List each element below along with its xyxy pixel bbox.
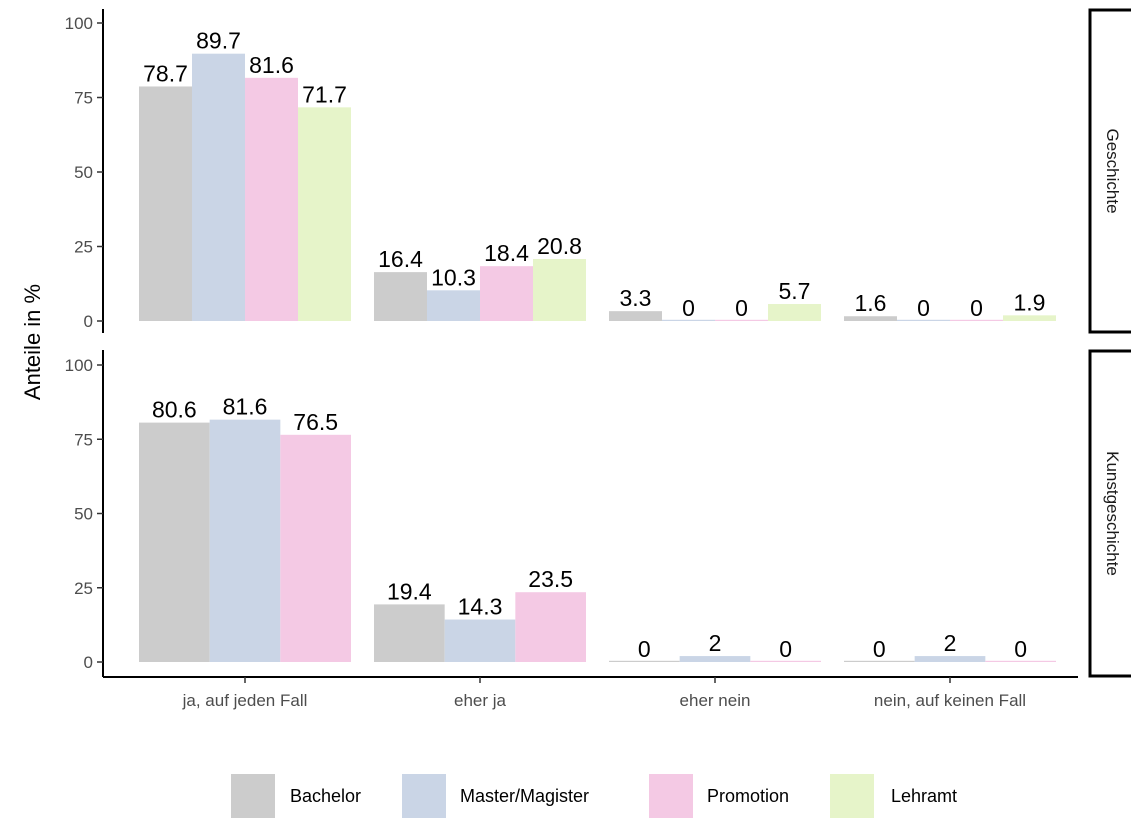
data-label: 2 — [944, 630, 957, 656]
data-label: 23.5 — [528, 566, 573, 592]
y-tick-label: 0 — [84, 653, 93, 672]
bar-master-magister — [210, 420, 281, 662]
facet-label: Kunstgeschichte — [1103, 451, 1122, 576]
data-label: 0 — [682, 295, 695, 321]
data-label: 81.6 — [249, 52, 294, 78]
legend-key — [830, 774, 874, 818]
x-tick-label: eher ja — [454, 691, 507, 710]
data-label: 10.3 — [431, 264, 476, 290]
facet-panels: 0 25 50 75 100 78.7 16.4 3.3 1.6 89.7 10.3 0 0 81.6 18… — [65, 9, 1131, 677]
data-label: 1.6 — [855, 290, 887, 316]
data-label: 3.3 — [620, 285, 652, 311]
y-tick-label: 0 — [84, 312, 93, 331]
legend-item-lehramt: Lehramt — [830, 774, 957, 818]
x-tick-label: eher nein — [680, 691, 751, 710]
bar-bachelor — [374, 604, 445, 662]
data-label: 0 — [735, 295, 748, 321]
panel-kunstgeschichte: 0 25 50 75 100 80.6 19.4 0 0 81.6 14.3 2 2 76.5 23.5 0 0… — [65, 350, 1131, 677]
legend-key — [402, 774, 446, 818]
y-axis-title: Anteile in % — [20, 284, 45, 400]
bar-bachelor — [139, 86, 192, 321]
bar-lehramt — [1003, 315, 1056, 321]
bar-master-magister — [680, 656, 751, 662]
bar-bachelor — [139, 423, 210, 662]
legend-label: Bachelor — [290, 786, 361, 806]
data-label: 0 — [779, 636, 792, 662]
legend: Bachelor Master/Magister Promotion Lehramt — [231, 774, 957, 818]
data-label: 16.4 — [378, 246, 423, 272]
data-label: 78.7 — [143, 60, 188, 86]
legend-item-bachelor: Bachelor — [231, 774, 361, 818]
y-tick-label: 75 — [74, 430, 93, 449]
facet-strip: Kunstgeschichte — [1090, 351, 1131, 676]
facet-strip: Geschichte — [1090, 10, 1131, 332]
bar-lehramt — [298, 107, 351, 321]
data-label: 81.6 — [223, 394, 268, 420]
data-label: 0 — [970, 295, 983, 321]
y-tick-label: 100 — [65, 356, 93, 375]
data-label: 14.3 — [458, 594, 503, 620]
legend-label: Lehramt — [891, 786, 957, 806]
bar-master-magister — [427, 290, 480, 321]
bar-master-magister — [915, 656, 986, 662]
y-tick-label: 50 — [74, 163, 93, 182]
data-label: 89.7 — [196, 28, 241, 54]
bar-lehramt — [768, 304, 821, 321]
data-label: 0 — [917, 295, 930, 321]
data-label: 19.4 — [387, 578, 432, 604]
bar-master-magister — [445, 620, 516, 662]
x-axis: ja, auf jeden Fall eher ja eher nein nein, … — [103, 677, 1078, 710]
bar-master-magister — [192, 54, 245, 321]
y-tick-label: 50 — [74, 505, 93, 524]
y-tick-label: 75 — [74, 89, 93, 108]
legend-key — [649, 774, 693, 818]
panel-geschichte: 0 25 50 75 100 78.7 16.4 3.3 1.6 89.7 10.3 0 0 81.6 18… — [65, 9, 1131, 333]
data-label: 0 — [873, 636, 886, 662]
facet-label: Geschichte — [1103, 128, 1122, 213]
data-label: 5.7 — [779, 278, 811, 304]
y-tick-label: 25 — [74, 238, 93, 257]
y-tick-label: 25 — [74, 579, 93, 598]
legend-item-master-magister: Master/Magister — [402, 774, 589, 818]
bar-promotion — [515, 592, 586, 662]
legend-key — [231, 774, 275, 818]
legend-label: Promotion — [707, 786, 789, 806]
data-label: 2 — [709, 630, 722, 656]
bar-promotion — [245, 78, 298, 321]
x-tick-label: ja, auf jeden Fall — [182, 691, 308, 710]
data-label: 71.7 — [302, 81, 347, 107]
data-label: 0 — [1014, 636, 1027, 662]
data-label: 0 — [638, 636, 651, 662]
bar-lehramt — [533, 259, 586, 321]
bar-bachelor — [374, 272, 427, 321]
bar-promotion — [280, 435, 351, 662]
data-label: 76.5 — [293, 409, 338, 435]
bar-bachelor — [844, 316, 897, 321]
legend-label: Master/Magister — [460, 786, 589, 806]
data-label: 1.9 — [1014, 289, 1046, 315]
data-label: 80.6 — [152, 397, 197, 423]
data-label: 18.4 — [484, 240, 529, 266]
bar-promotion — [480, 266, 533, 321]
data-label: 20.8 — [537, 233, 582, 259]
bar-bachelor — [609, 311, 662, 321]
x-tick-label: nein, auf keinen Fall — [874, 691, 1026, 710]
y-tick-label: 100 — [65, 14, 93, 33]
legend-item-promotion: Promotion — [649, 774, 789, 818]
